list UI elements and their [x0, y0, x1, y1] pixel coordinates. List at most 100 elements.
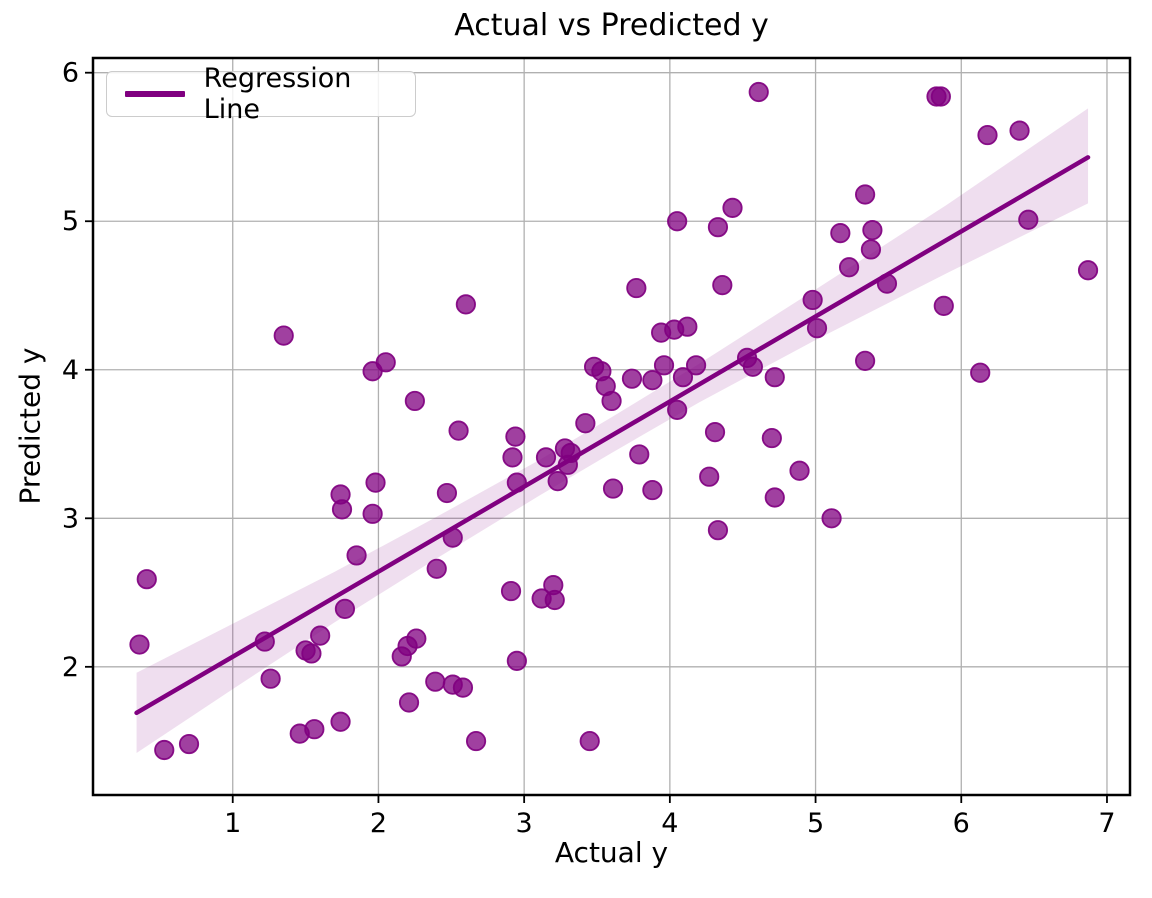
- scatter-point: [629, 444, 650, 465]
- scatter-point: [970, 362, 991, 383]
- scatter-point: [330, 711, 351, 732]
- scatter-point: [178, 733, 200, 755]
- scatter-point: [764, 487, 785, 508]
- scatter-point: [1077, 260, 1099, 281]
- x-tick-label: 7: [1098, 808, 1115, 839]
- scatter-point: [346, 545, 367, 566]
- scatter-point: [502, 447, 523, 468]
- scatter-point: [500, 580, 522, 602]
- scatter-point: [334, 598, 356, 619]
- scatter-point: [452, 677, 474, 698]
- regression-line: [134, 155, 1091, 716]
- scatter-point: [862, 220, 883, 241]
- x-tick-label: 1: [224, 808, 241, 839]
- scatter-point: [535, 447, 557, 468]
- scatter-point: [707, 217, 729, 238]
- y-axis-label: Predicted y: [13, 347, 47, 505]
- scatter-point: [602, 478, 624, 499]
- scatter-point: [557, 454, 578, 475]
- scatter-point: [331, 499, 353, 520]
- scatter-point: [273, 325, 294, 346]
- scatter-point: [699, 466, 720, 487]
- scatter-point: [667, 399, 688, 420]
- scatter-point: [764, 367, 785, 388]
- scatter-point: [436, 482, 458, 504]
- scatter-point: [260, 668, 281, 689]
- scatter-point: [601, 390, 622, 412]
- legend: Regression Line: [106, 63, 416, 125]
- scatter-point: [455, 294, 476, 315]
- scatter-point: [821, 508, 842, 529]
- scatter-point: [860, 239, 882, 260]
- scatter-point: [579, 730, 600, 752]
- scatter-point: [375, 352, 396, 373]
- scatter-point: [310, 625, 331, 646]
- scatter-point: [365, 472, 386, 493]
- scatter-point: [806, 318, 828, 339]
- scatter-point: [855, 350, 876, 371]
- x-tick-label: 5: [807, 808, 824, 839]
- x-tick-label: 2: [370, 808, 387, 839]
- scatter-point: [876, 273, 898, 294]
- scatter-point: [442, 527, 463, 548]
- scatter-point: [642, 479, 663, 501]
- x-tick-label: 6: [953, 808, 970, 839]
- scatter-point: [254, 631, 275, 652]
- scatter-point: [704, 422, 726, 443]
- scatter-point: [506, 650, 527, 671]
- scatter-point: [667, 211, 688, 232]
- scatter-point: [838, 257, 860, 278]
- scatter-point: [391, 646, 412, 667]
- scatter-point: [301, 643, 322, 664]
- scatter-point: [304, 719, 325, 740]
- scatter-point: [544, 589, 565, 611]
- axes-frame: [91, 56, 1132, 797]
- scatter-point: [426, 558, 447, 579]
- scatter-point: [136, 569, 157, 590]
- scatter-point: [855, 184, 876, 205]
- y-tick-label: 3: [62, 503, 79, 534]
- scatter-point: [1009, 120, 1030, 141]
- scatter-point: [621, 368, 643, 389]
- scatter-point: [830, 223, 851, 244]
- scatter-point: [362, 503, 383, 524]
- scatter-point: [761, 427, 782, 449]
- scatter-point: [465, 730, 487, 752]
- scatter-point: [1018, 209, 1039, 230]
- scatter-point: [506, 472, 527, 493]
- scatter-point: [977, 124, 998, 146]
- scatter-point: [933, 295, 954, 316]
- scatter-point: [129, 634, 150, 655]
- scatter-point: [425, 671, 446, 692]
- scatter-point: [653, 355, 675, 376]
- scatter-point: [742, 356, 764, 377]
- y-tick-label: 2: [62, 652, 79, 683]
- scatter-point: [154, 739, 175, 761]
- y-tick-label: 4: [62, 355, 79, 386]
- scatter-point: [448, 420, 469, 441]
- scatter-point: [685, 355, 707, 376]
- scatter-point: [930, 86, 951, 107]
- scatter-point: [672, 367, 694, 388]
- scatter-point: [789, 460, 810, 481]
- scatter-point: [642, 370, 663, 391]
- scatter-point: [505, 426, 526, 447]
- regression-line-swatch: [125, 91, 185, 97]
- scatter-point: [575, 413, 596, 434]
- scatter-point: [722, 197, 743, 218]
- scatter-point: [626, 277, 647, 299]
- scatter-point: [802, 289, 823, 311]
- legend-entry-label: Regression Line: [203, 63, 352, 125]
- scatter-point: [712, 275, 733, 296]
- chart-title: Actual vs Predicted y: [454, 8, 769, 43]
- y-tick-label: 5: [62, 206, 79, 237]
- scatter-point: [748, 81, 769, 103]
- x-axis-label: Actual y: [554, 836, 669, 869]
- scatter-point: [707, 520, 729, 541]
- scatter-point: [547, 471, 568, 492]
- scatter-point: [398, 692, 420, 713]
- x-tick-label: 3: [516, 808, 533, 839]
- confidence-band: [136, 108, 1089, 753]
